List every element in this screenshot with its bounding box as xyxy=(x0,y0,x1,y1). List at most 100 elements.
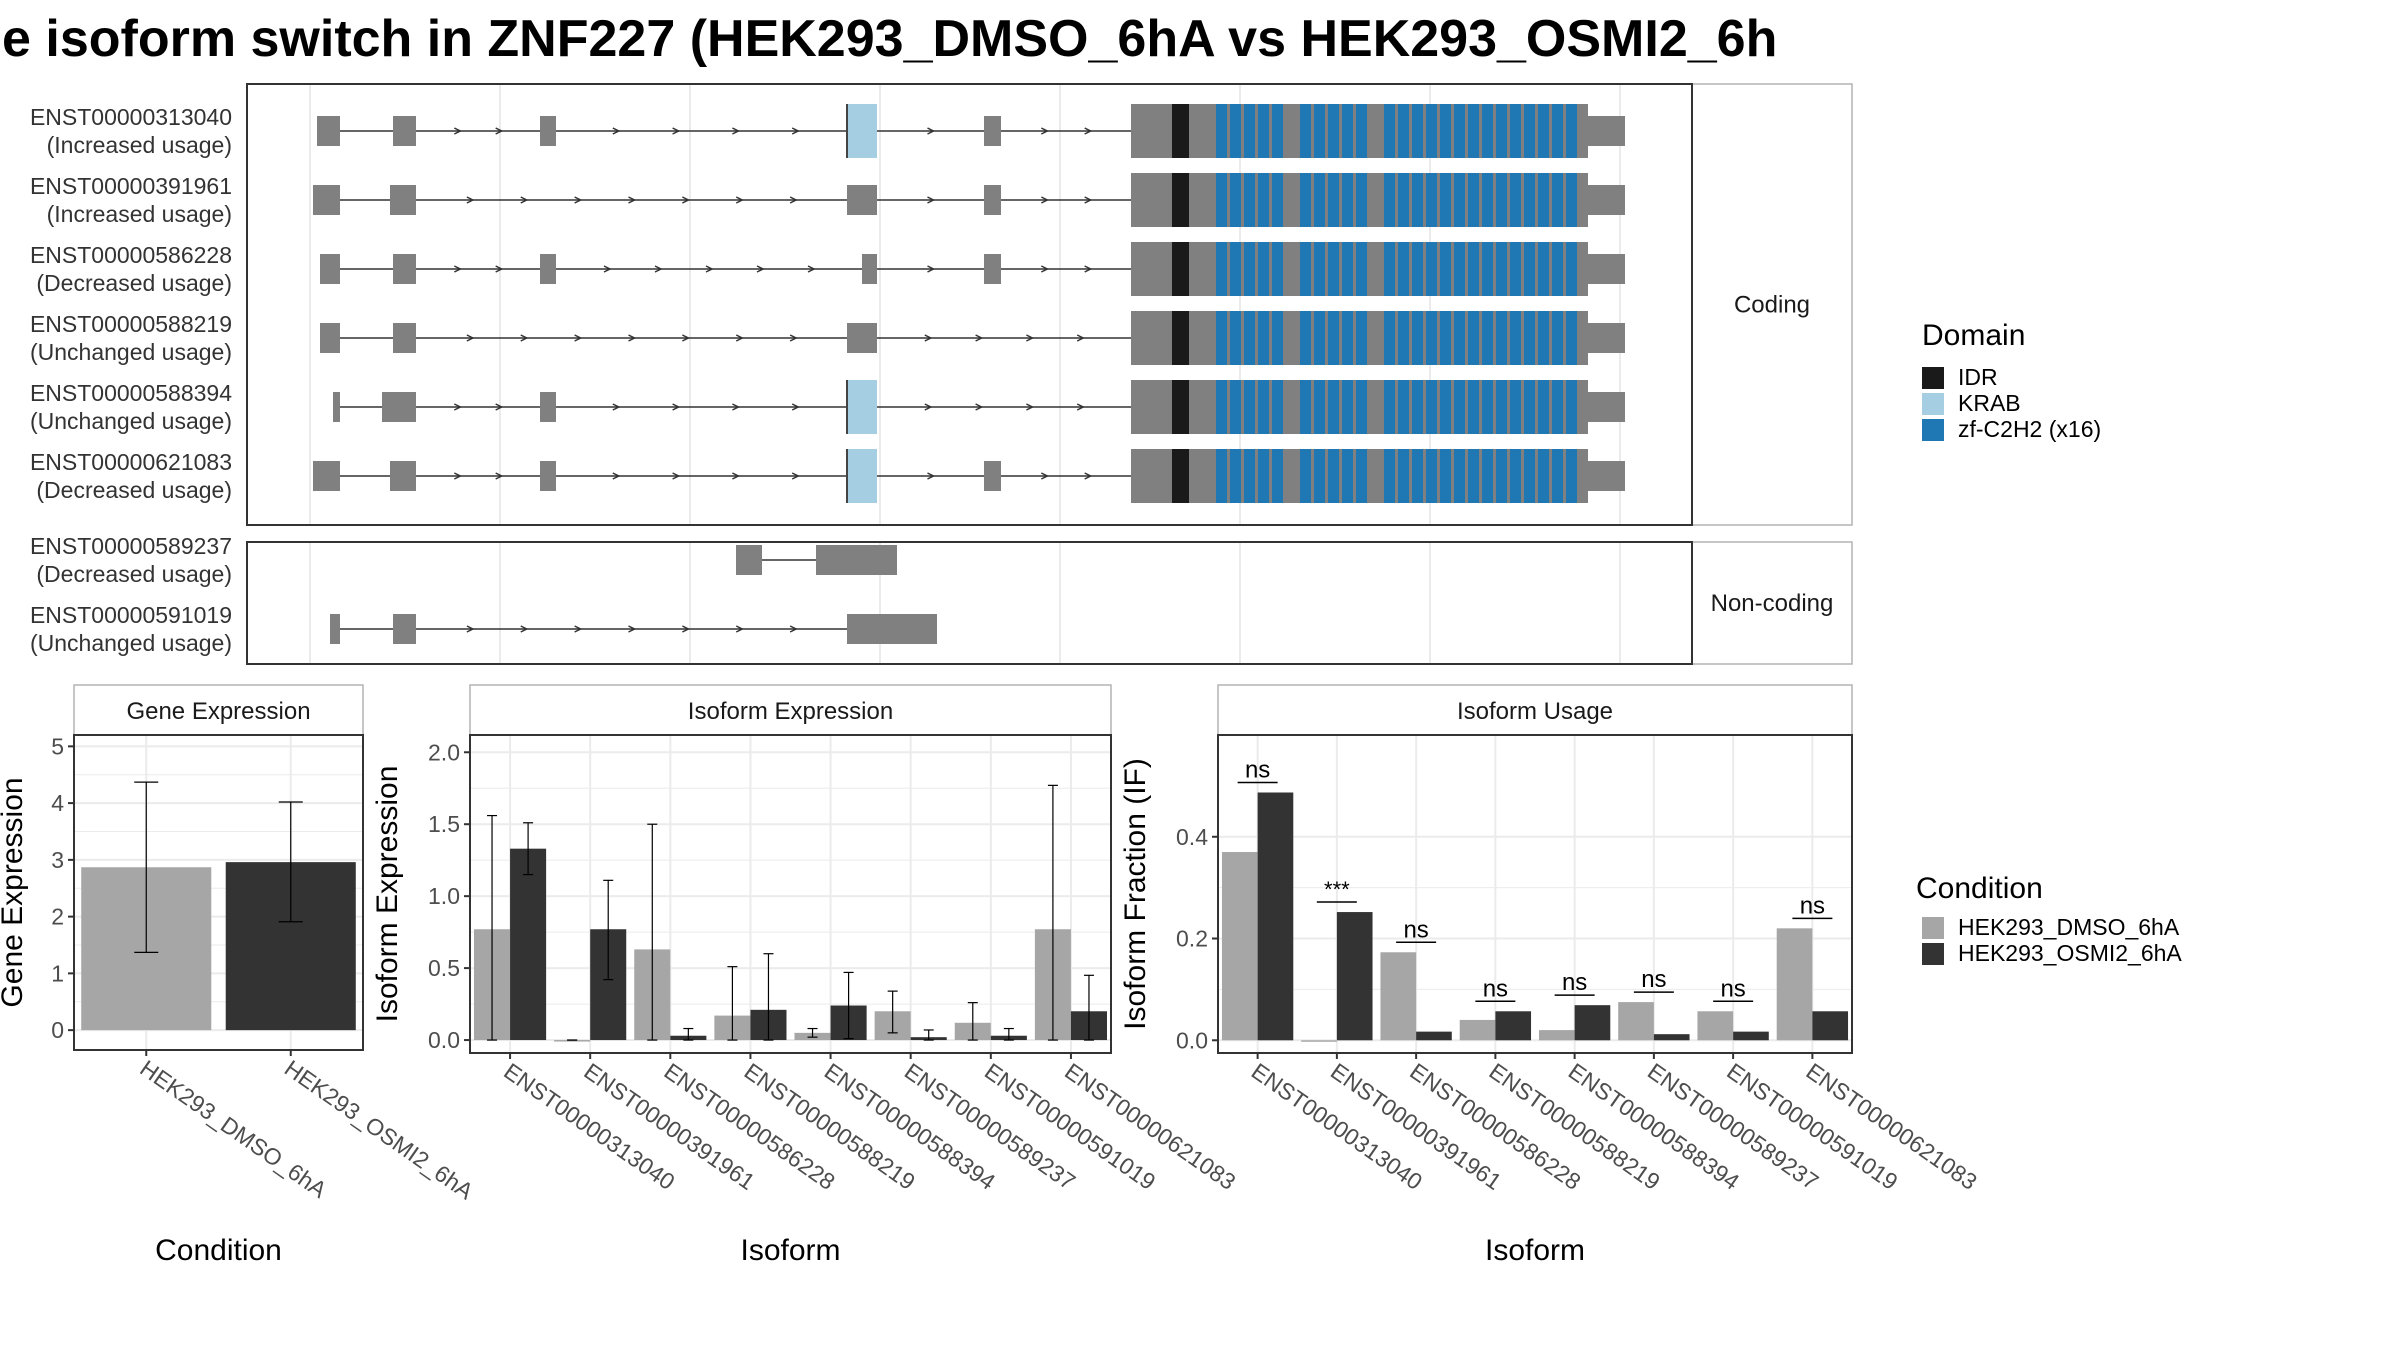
intron-arrow xyxy=(789,625,798,633)
zf-c2h2-domain xyxy=(1454,173,1465,227)
intron-arrow xyxy=(735,625,744,633)
exon xyxy=(320,323,340,353)
zf-c2h2-domain xyxy=(1510,104,1521,158)
isoform-usage-label: (Decreased usage) xyxy=(36,477,232,503)
domain-legend-label: IDR xyxy=(1958,364,1998,390)
zf-c2h2-domain xyxy=(1510,173,1521,227)
significance-label: ns xyxy=(1641,966,1666,993)
zf-c2h2-domain xyxy=(1412,104,1423,158)
zf-c2h2-domain xyxy=(1328,311,1339,365)
exon xyxy=(390,185,416,215)
idr-domain xyxy=(1172,242,1189,296)
zf-c2h2-domain xyxy=(1244,173,1255,227)
y-tick-label: 2 xyxy=(51,904,64,930)
zf-c2h2-domain xyxy=(1356,311,1367,365)
zf-c2h2-domain xyxy=(1300,311,1311,365)
intron-arrow xyxy=(732,127,741,135)
zf-c2h2-domain xyxy=(1440,311,1451,365)
intron-arrow xyxy=(1040,127,1050,135)
exon xyxy=(816,545,897,575)
zf-c2h2-domain xyxy=(1398,173,1409,227)
exon xyxy=(984,185,1001,215)
isoform-id-label: ENST00000588219 xyxy=(30,311,232,337)
isoform-usage-label: (Decreased usage) xyxy=(36,270,232,296)
bar xyxy=(1257,792,1294,1041)
intron-arrow xyxy=(672,403,681,411)
zf-c2h2-domain xyxy=(1468,311,1479,365)
zf-c2h2-domain xyxy=(1244,104,1255,158)
intron-arrow xyxy=(520,334,529,342)
exon xyxy=(540,254,556,284)
zf-c2h2-domain xyxy=(1524,311,1535,365)
y-tick-label: 0 xyxy=(51,1017,64,1043)
zf-c2h2-domain xyxy=(1272,311,1283,365)
intron-arrow xyxy=(1040,472,1050,480)
zf-c2h2-domain xyxy=(1538,104,1549,158)
intron-arrow xyxy=(672,127,681,135)
exon xyxy=(390,461,416,491)
zf-c2h2-domain xyxy=(1566,380,1577,434)
zf-c2h2-domain xyxy=(1272,449,1283,503)
zf-c2h2-domain xyxy=(1510,242,1521,296)
domain-legend-title: Domain xyxy=(1922,319,2025,352)
zf-c2h2-domain xyxy=(1426,173,1437,227)
intron-arrow xyxy=(705,265,714,273)
domain-legend-label: KRAB xyxy=(1958,390,2021,416)
utr-3prime xyxy=(1588,392,1625,422)
zf-c2h2-domain xyxy=(1440,449,1451,503)
utr-3prime xyxy=(1588,461,1625,491)
panel-frame xyxy=(73,734,364,1051)
intron-arrow xyxy=(791,127,800,135)
bar xyxy=(1733,1031,1769,1041)
intron-arrow xyxy=(927,265,936,273)
isoform-expression-panel: Isoform Expression 0.0 0.5 1.0 1.5 2.0 Isoform… xyxy=(371,684,1241,1267)
zf-c2h2-domain xyxy=(1258,449,1269,503)
zf-c2h2-domain xyxy=(1230,242,1241,296)
bar xyxy=(1574,1005,1611,1041)
intron-arrow xyxy=(1084,472,1093,480)
significance-label: ns xyxy=(1720,975,1745,1002)
zf-c2h2-domain xyxy=(1538,242,1549,296)
y-tick-label: 2.0 xyxy=(428,739,460,765)
intron-arrow xyxy=(791,403,800,411)
isoform-id-label: ENST00000621083 xyxy=(30,449,232,475)
zf-c2h2-domain xyxy=(1566,242,1577,296)
zf-c2h2-domain xyxy=(1384,104,1395,158)
zf-c2h2-domain xyxy=(1440,173,1451,227)
utr-3prime xyxy=(1588,254,1625,284)
zf-c2h2-domain xyxy=(1356,242,1367,296)
intron-arrow xyxy=(975,403,984,411)
plot-background xyxy=(1218,735,1852,1053)
bar xyxy=(510,848,547,1041)
intron-arrow xyxy=(466,196,475,204)
bar xyxy=(1776,928,1813,1041)
exon xyxy=(382,392,416,422)
y-tick-label: 1.5 xyxy=(428,811,460,837)
domain-legend-swatch xyxy=(1922,393,1944,415)
zf-c2h2-domain xyxy=(1272,173,1283,227)
zf-c2h2-domain xyxy=(1398,380,1409,434)
zf-c2h2-domain xyxy=(1272,104,1283,158)
figure-title: e isoform switch in ZNF227 (HEK293_DMSO_… xyxy=(2,10,1777,68)
x-axis-label: Isoform xyxy=(1485,1234,1585,1267)
intron-arrow xyxy=(520,196,529,204)
intron-arrow xyxy=(1084,265,1093,273)
intron-arrow xyxy=(574,625,583,633)
zf-c2h2-domain xyxy=(1538,449,1549,503)
condition-legend-swatch xyxy=(1922,917,1944,939)
zf-c2h2-domain xyxy=(1552,242,1563,296)
intron-arrow xyxy=(612,472,621,480)
intron-arrow xyxy=(975,334,984,342)
intron-arrow xyxy=(1084,127,1093,135)
x-axis-label: Isoform xyxy=(740,1234,840,1267)
isoform-usage-panel: Isoform Usage ns *** ns ns ns ns ns ns 0.0 0.2 0.4 I… xyxy=(1119,684,1982,1267)
x-axis-label: Condition xyxy=(155,1234,282,1267)
isoform-usage-label: (Decreased usage) xyxy=(36,561,232,587)
zf-c2h2-domain xyxy=(1244,449,1255,503)
bar xyxy=(1538,1030,1575,1041)
significance-label: *** xyxy=(1324,877,1350,902)
exon xyxy=(847,323,877,353)
zf-c2h2-domain xyxy=(1314,449,1325,503)
zf-c2h2-domain xyxy=(1454,311,1465,365)
